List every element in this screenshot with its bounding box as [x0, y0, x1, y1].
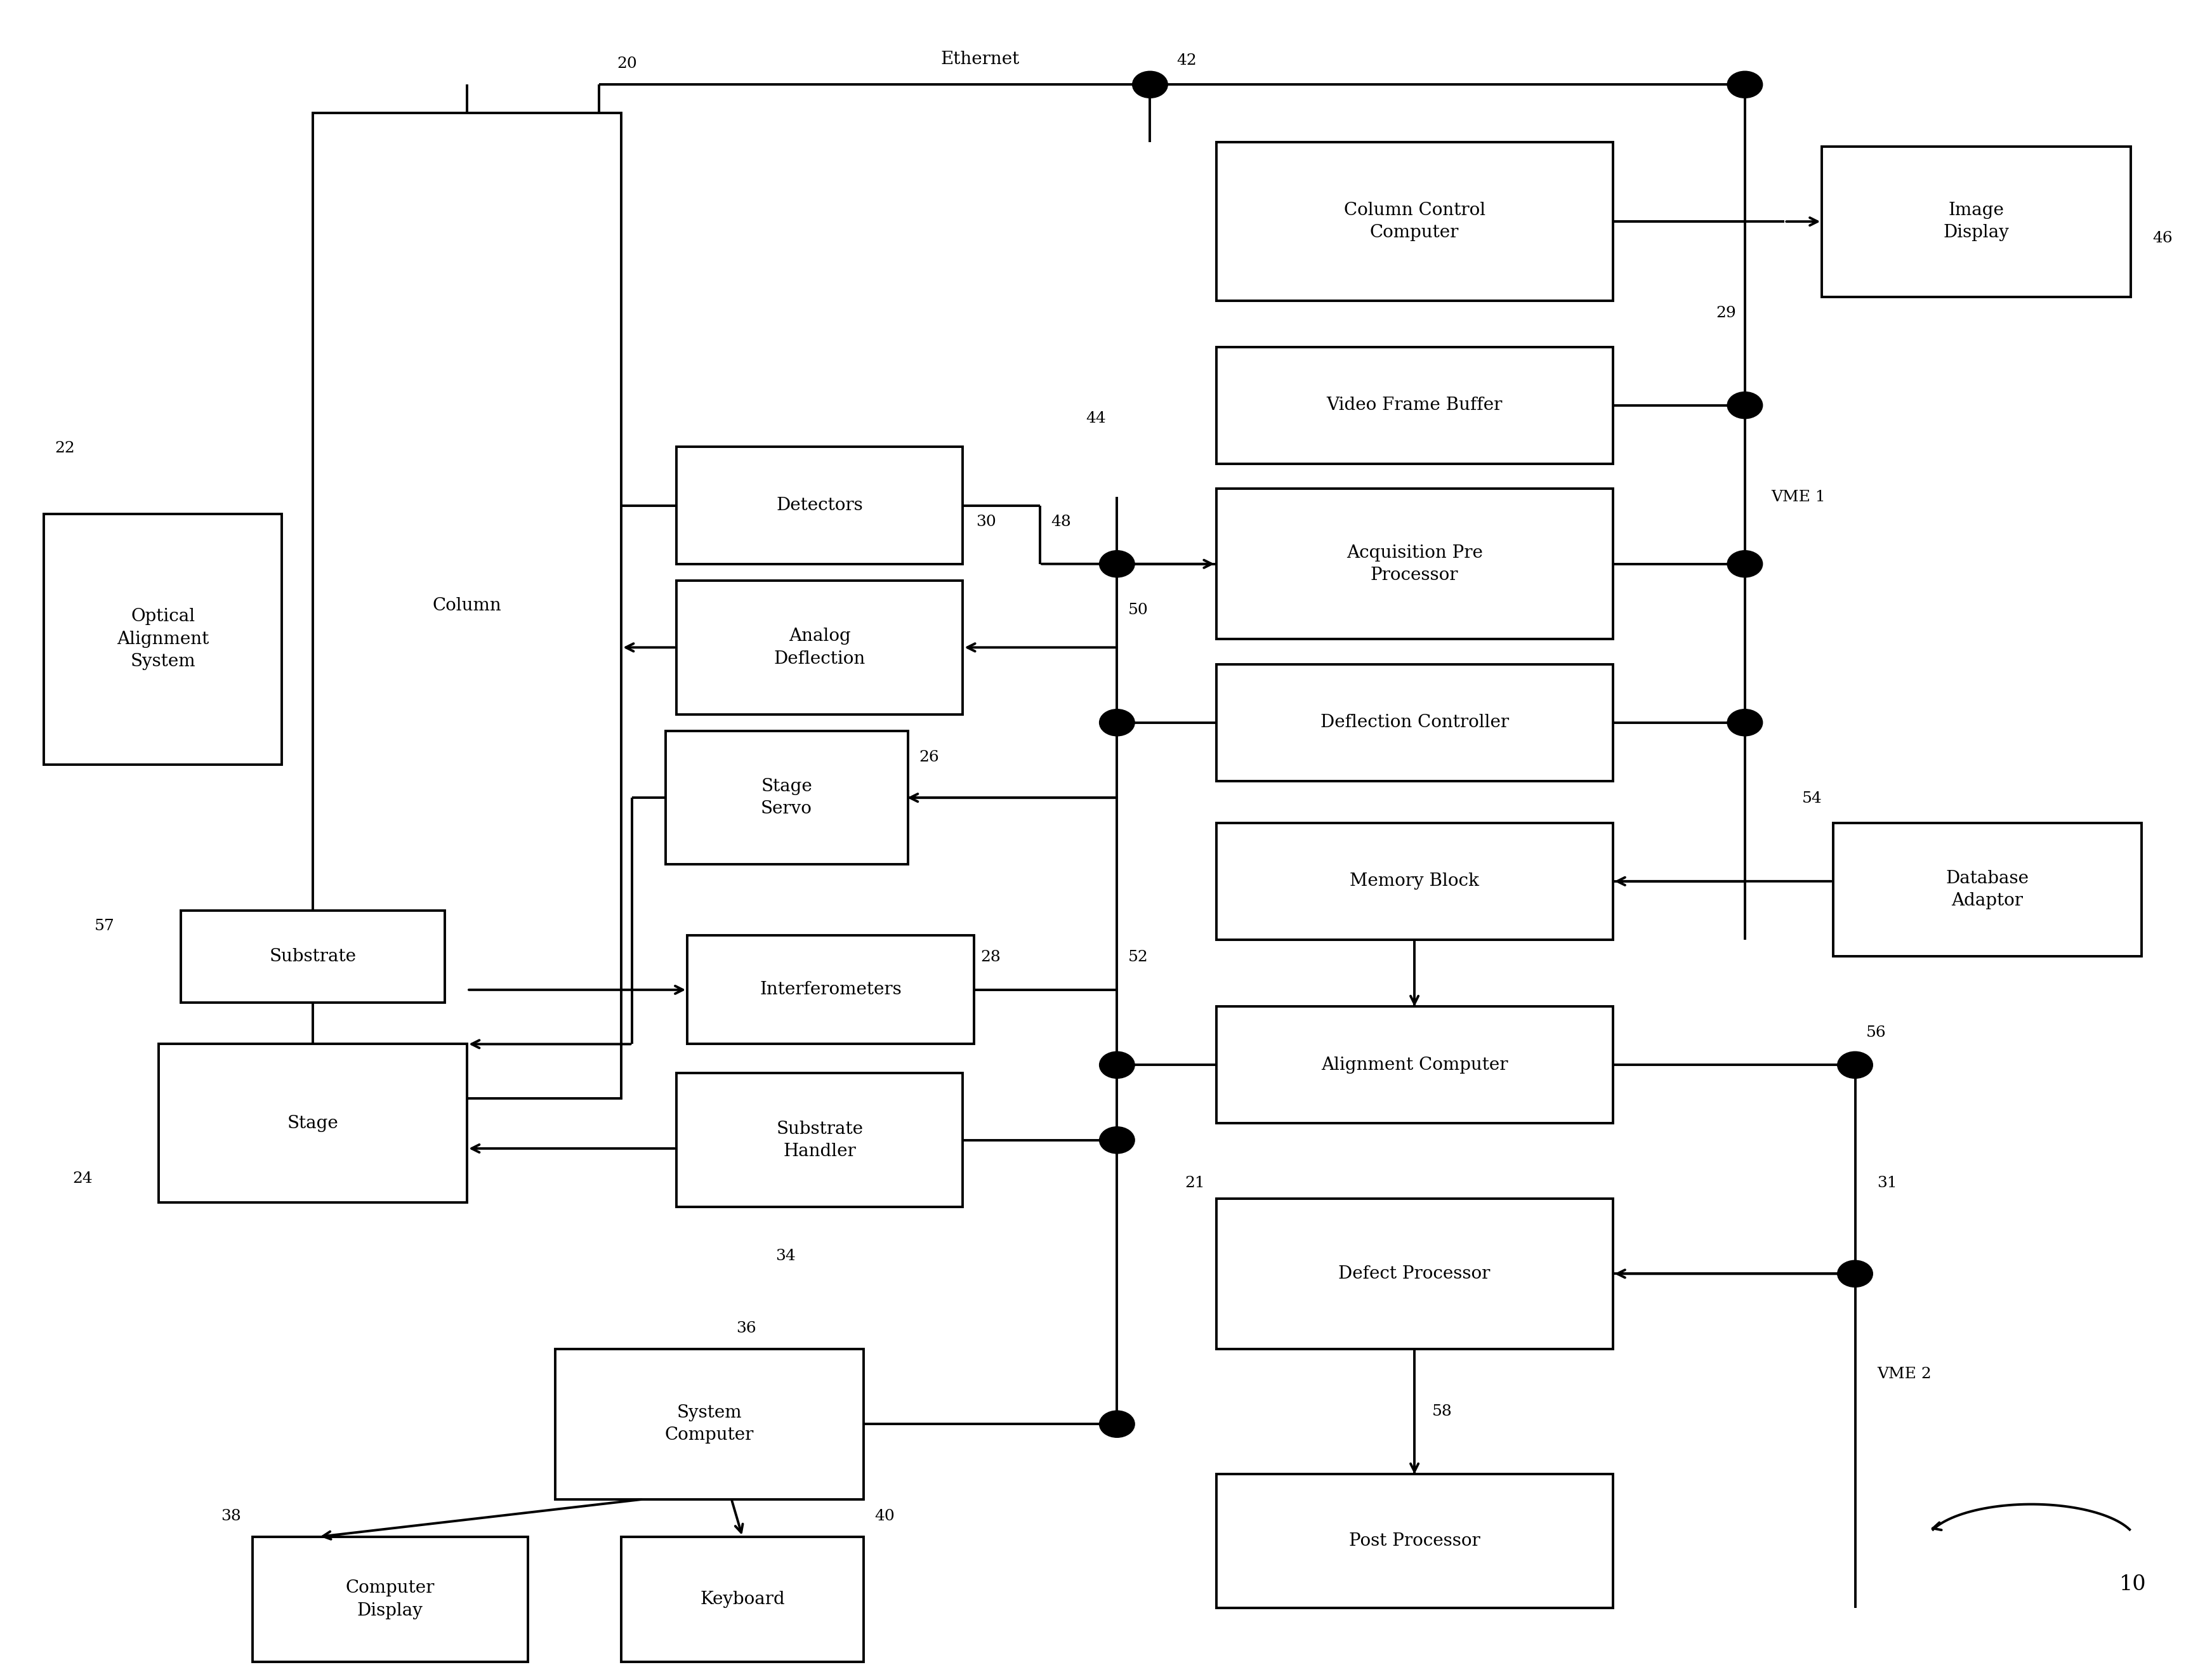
Text: 48: 48 — [1051, 515, 1071, 529]
Circle shape — [1099, 551, 1135, 578]
Circle shape — [1728, 709, 1763, 735]
Bar — [1217, 1006, 1613, 1123]
Bar — [1217, 1199, 1613, 1348]
Bar — [181, 910, 445, 1002]
Text: Column Control
Computer: Column Control Computer — [1343, 201, 1484, 242]
Text: Database
Adaptor: Database Adaptor — [1947, 870, 2028, 910]
Circle shape — [1838, 1051, 1874, 1078]
Bar — [555, 1348, 863, 1499]
Text: 50: 50 — [1128, 603, 1148, 618]
Bar — [666, 730, 907, 865]
Bar — [252, 1536, 529, 1662]
Text: Substrate
Handler: Substrate Handler — [776, 1120, 863, 1160]
Bar — [688, 935, 973, 1044]
Text: 20: 20 — [617, 57, 637, 71]
Bar — [677, 581, 962, 714]
Text: Stage
Servo: Stage Servo — [761, 777, 812, 818]
Text: 58: 58 — [1431, 1404, 1453, 1419]
Text: 56: 56 — [1867, 1026, 1887, 1039]
Bar — [1217, 1474, 1613, 1608]
Bar — [159, 1044, 467, 1202]
Bar — [622, 1536, 863, 1662]
Text: 31: 31 — [1878, 1175, 1898, 1190]
Circle shape — [1099, 1410, 1135, 1437]
Text: Column: Column — [434, 598, 502, 615]
Bar — [677, 1073, 962, 1207]
Circle shape — [1099, 709, 1135, 735]
Bar — [1217, 489, 1613, 640]
Text: Video Frame Buffer: Video Frame Buffer — [1327, 396, 1502, 413]
Text: System
Computer: System Computer — [666, 1404, 754, 1444]
Bar — [312, 112, 622, 1098]
Text: Alignment Computer: Alignment Computer — [1321, 1056, 1509, 1073]
Text: Detectors: Detectors — [776, 497, 863, 514]
Circle shape — [1728, 391, 1763, 418]
Text: Keyboard: Keyboard — [699, 1592, 785, 1608]
Text: 38: 38 — [221, 1509, 241, 1523]
Circle shape — [1099, 1051, 1135, 1078]
Circle shape — [1099, 1127, 1135, 1153]
Text: Substrate: Substrate — [270, 949, 356, 965]
Text: 21: 21 — [1186, 1175, 1206, 1190]
Text: VME 2: VME 2 — [1878, 1367, 1931, 1382]
Circle shape — [1838, 1261, 1874, 1288]
Text: 29: 29 — [1717, 306, 1736, 321]
Text: 44: 44 — [1086, 411, 1106, 426]
Text: 40: 40 — [874, 1509, 896, 1523]
Text: Optical
Alignment
System: Optical Alignment System — [117, 608, 210, 670]
Text: 52: 52 — [1128, 950, 1148, 965]
Text: Interferometers: Interferometers — [759, 981, 902, 999]
Text: 22: 22 — [55, 442, 75, 455]
Bar — [1217, 143, 1613, 301]
Bar — [1823, 146, 2130, 297]
Text: Deflection Controller: Deflection Controller — [1321, 714, 1509, 730]
Bar — [1217, 823, 1613, 940]
Text: VME 1: VME 1 — [1772, 490, 1825, 504]
Text: Analog
Deflection: Analog Deflection — [774, 628, 865, 667]
Bar — [677, 447, 962, 564]
Text: Defect Processor: Defect Processor — [1338, 1266, 1491, 1283]
Text: 46: 46 — [2152, 232, 2172, 245]
Circle shape — [1728, 71, 1763, 97]
Text: Computer
Display: Computer Display — [345, 1580, 434, 1619]
Text: 36: 36 — [737, 1321, 757, 1335]
Text: 57: 57 — [95, 918, 115, 934]
Text: Post Processor: Post Processor — [1349, 1533, 1480, 1550]
Text: 54: 54 — [1803, 791, 1823, 806]
Text: 26: 26 — [918, 751, 938, 764]
Bar — [1217, 348, 1613, 463]
Text: 10: 10 — [2119, 1575, 2146, 1595]
Text: Acquisition Pre
Processor: Acquisition Pre Processor — [1347, 544, 1482, 584]
Circle shape — [1133, 71, 1168, 97]
Bar — [1217, 665, 1613, 781]
Bar — [44, 514, 281, 764]
Text: Stage: Stage — [288, 1115, 338, 1132]
Text: Ethernet: Ethernet — [940, 50, 1020, 67]
Text: Memory Block: Memory Block — [1349, 873, 1480, 890]
Text: 30: 30 — [975, 515, 995, 529]
Text: Image
Display: Image Display — [1944, 201, 2008, 242]
Text: 24: 24 — [73, 1172, 93, 1185]
Bar — [1834, 823, 2141, 957]
Circle shape — [1728, 551, 1763, 578]
Text: 34: 34 — [776, 1249, 796, 1263]
Text: 28: 28 — [980, 950, 1000, 965]
Text: 42: 42 — [1177, 54, 1197, 67]
